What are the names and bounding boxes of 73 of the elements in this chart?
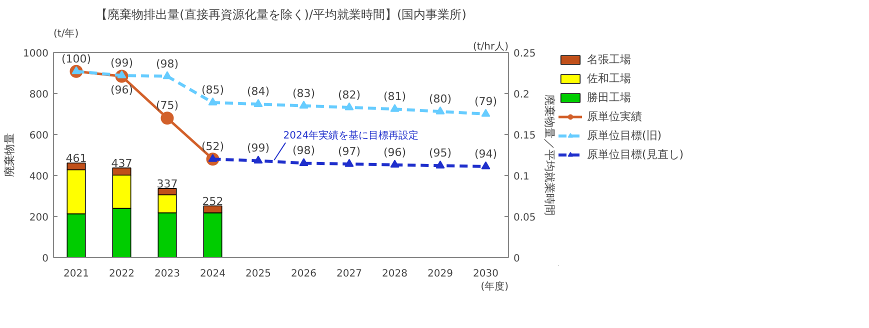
annotation: (99) [110,56,134,70]
x-tick-label: 2029 [428,268,453,280]
y2-tick-label: 0.1 [514,172,530,182]
point [344,102,354,110]
y-tick-label: 800 [29,90,49,100]
annotation: (52) [201,140,224,154]
point [299,100,308,109]
y2-tick-label: 0 [514,254,520,264]
annotation: (80) [428,92,452,106]
legend-label: 佐和工場 [587,71,631,86]
annotation: (100) [61,52,92,66]
point [436,160,445,168]
y-tick-label: 0 [42,254,49,264]
x-tick-label: 2023 [154,268,180,280]
annotation: (98) [156,57,179,70]
point [436,106,445,114]
annotation: (75) [156,99,179,112]
y2-tick-label: 0.05 [514,212,536,224]
y2-tick-label: 0.15 [514,130,536,142]
point [390,160,400,168]
annotation: (94) [474,147,498,160]
total-label: 461 [66,152,87,165]
y-tick-label: 400 [29,172,49,182]
annotation: (84) [246,85,270,98]
point [254,99,263,107]
annotation: (95) [428,146,452,160]
total-label: 337 [156,177,178,190]
total-label: 437 [111,156,132,170]
annotation: 2024年実績を基に目標再設定 [283,130,419,142]
y-tick-label: 200 [29,212,49,224]
annotation: (t/hr人) [472,42,509,52]
y-tick-label: 1000 [23,48,49,60]
legend-label: 原単位目標(見直し) [587,147,684,162]
annotation: (97) [338,145,361,158]
y2-tick-label: 0.25 [514,48,536,60]
x-tick-label: 2030 [473,268,498,280]
annotation: (83) [292,86,316,100]
point [481,161,490,170]
point [299,158,308,166]
annotation: (81) [383,90,406,104]
point [344,158,354,167]
annotation: (85) [201,84,224,97]
point [390,104,400,112]
x-tick-label: 2027 [336,268,362,280]
y-axis-title: 廃棄物量 [3,133,16,177]
x-tick-label: 2026 [291,268,316,280]
chart-title: 【廃棄物排出量(直接再資源化量を除く)/平均就業時間】(国内事業所) [96,8,466,22]
annotation: (79) [474,95,498,108]
legend-label: 名張工場 [587,52,631,67]
x-tick-label: 2021 [64,268,89,280]
point [254,156,263,164]
legend-label: 原単位目標(旧) [587,128,662,143]
y2-tick-label: 0.2 [514,90,530,100]
annotation: (82) [338,88,361,102]
x-tick-label: 2022 [109,268,134,280]
point [162,71,172,80]
y2-axis-title: 廃棄物量／平均就業時間 [542,94,556,216]
point [481,108,490,117]
y-tick-label: 600 [29,130,49,142]
x-tick-label: 2024 [200,268,226,280]
annotation: (96) [110,83,134,96]
x-tick-label: 2025 [246,268,271,280]
annotation: (99) [246,142,270,155]
annotation: (98) [292,144,316,158]
legend-label: 勝田工場 [587,90,631,105]
x-axis-title: (年度) [480,280,509,292]
total-label: 252 [202,194,224,208]
point [208,97,218,106]
point [160,112,174,125]
x-tick-label: 2028 [382,268,408,280]
text: (t/年) [54,28,79,40]
annotation: (96) [383,146,406,159]
legend-label: 原単位実績 [587,109,642,124]
